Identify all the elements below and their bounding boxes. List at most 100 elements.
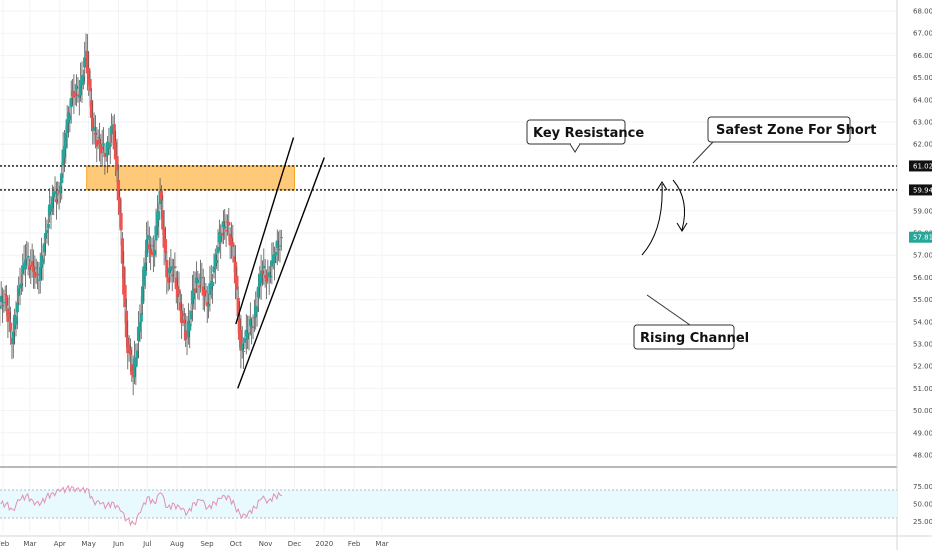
rising-channel-callout[interactable]: Rising Channel: [633, 294, 749, 350]
candle-down: [239, 330, 243, 351]
candle-up: [145, 239, 149, 258]
candle-up: [216, 246, 220, 254]
candle-down: [118, 197, 122, 214]
oscillator-panel: [0, 484, 897, 527]
candle-up: [169, 266, 173, 271]
candle-up: [219, 233, 223, 242]
candle-down: [122, 266, 126, 295]
candle-up: [262, 265, 266, 269]
candle-up: [68, 115, 72, 121]
candle-down: [54, 199, 58, 203]
candle-up: [146, 235, 150, 240]
time-axis[interactable]: Feb Mar Apr May Jun Jul Aug Sep Oct Nov Dec 2020 Feb…: [0, 540, 389, 548]
oscillator-band: [0, 490, 897, 518]
candle-down: [202, 289, 207, 297]
candle-up: [278, 245, 282, 247]
candle-up: [74, 85, 79, 89]
candle-down: [149, 248, 153, 255]
candle-down: [4, 295, 9, 306]
safest-zone-callout[interactable]: Safest Zone For Short: [692, 116, 876, 164]
time-tick-label: Aug: [170, 540, 184, 548]
candle-up: [17, 288, 21, 296]
time-tick-label: Dec: [288, 540, 302, 548]
candle-down: [123, 284, 127, 308]
price-tick-label: 67.00: [913, 30, 932, 38]
candle-down: [115, 156, 119, 171]
key-resistance-label: Key Resistance: [533, 126, 644, 141]
safest-zone-label: Safest Zone For Short: [716, 123, 876, 138]
rising-channel-label: Rising Channel: [640, 331, 749, 346]
candle-down: [251, 326, 255, 328]
candle-down: [120, 238, 124, 264]
time-tick-label: May: [81, 540, 95, 548]
time-tick-label: Mar: [375, 540, 388, 548]
candle-up: [56, 193, 60, 195]
price-tick-label: 50.00: [913, 407, 932, 415]
candle-down: [233, 261, 238, 284]
candle-up: [104, 155, 108, 157]
price-label-text: 57.81: [913, 234, 932, 242]
candle-down: [30, 261, 34, 267]
candle-up: [277, 248, 281, 251]
price-tick-label: 57.00: [913, 252, 932, 260]
candle-up: [0, 305, 2, 309]
candle-down: [103, 152, 107, 158]
candle-up: [45, 229, 49, 233]
rise-arrow-curve: [641, 183, 663, 256]
price-label-box: [909, 184, 932, 196]
candle-up: [157, 210, 161, 221]
time-tick-label: Sep: [200, 540, 214, 548]
candle-down: [177, 289, 181, 295]
candle-up: [188, 323, 192, 331]
candle-down: [224, 230, 228, 232]
candle-up: [248, 318, 252, 326]
candle-up: [142, 266, 146, 286]
candle-down: [31, 266, 36, 272]
resistance-zone-box: [86, 165, 295, 191]
candle-down: [165, 260, 169, 278]
candle-up: [15, 302, 19, 313]
candle-up: [135, 350, 139, 359]
candle-up: [240, 343, 244, 351]
candle-down: [237, 318, 242, 340]
price-tick-label: 63.00: [913, 119, 932, 127]
candle-down: [89, 100, 94, 118]
candle-up: [108, 144, 112, 147]
candle-up: [25, 258, 29, 260]
candle-up: [153, 249, 157, 256]
candle-down: [232, 256, 236, 262]
key-resistance-callout[interactable]: Key Resistance: [526, 119, 644, 153]
candle-down: [260, 270, 265, 274]
candle-down: [35, 273, 40, 276]
candle-down: [204, 290, 208, 293]
candle-down: [85, 50, 89, 74]
candle-up: [53, 191, 57, 195]
candle-up: [69, 98, 73, 108]
candle-up: [37, 279, 41, 281]
time-tick-label: Feb: [0, 540, 10, 548]
price-tick-label: 68.00: [913, 8, 932, 16]
candle-down: [279, 237, 283, 239]
candle-up: [267, 271, 271, 278]
candle-down: [180, 310, 184, 323]
candle-up: [34, 267, 38, 269]
candle-up: [42, 243, 46, 253]
price-axis[interactable]: 48.00 49.00 50.00 51.00 52.00 53.00 54.00 55.00…: [909, 8, 932, 527]
candle-up: [189, 310, 193, 320]
price-label-text: 59.94: [913, 186, 932, 194]
price-tick-label: 52.00: [913, 363, 932, 371]
time-tick-label: Oct: [230, 540, 242, 548]
candle-down: [163, 239, 168, 253]
candle-up: [11, 331, 15, 344]
candle-up: [50, 197, 54, 209]
candle-up: [272, 255, 277, 264]
candle-up: [196, 279, 200, 283]
candle-up: [143, 262, 147, 276]
candle-up: [138, 321, 142, 332]
channel-lower-line: [237, 157, 325, 389]
candle-up: [0, 305, 5, 307]
candle-down: [93, 132, 98, 135]
price-tick-label: 62.00: [913, 141, 932, 149]
candle-up: [83, 57, 87, 68]
